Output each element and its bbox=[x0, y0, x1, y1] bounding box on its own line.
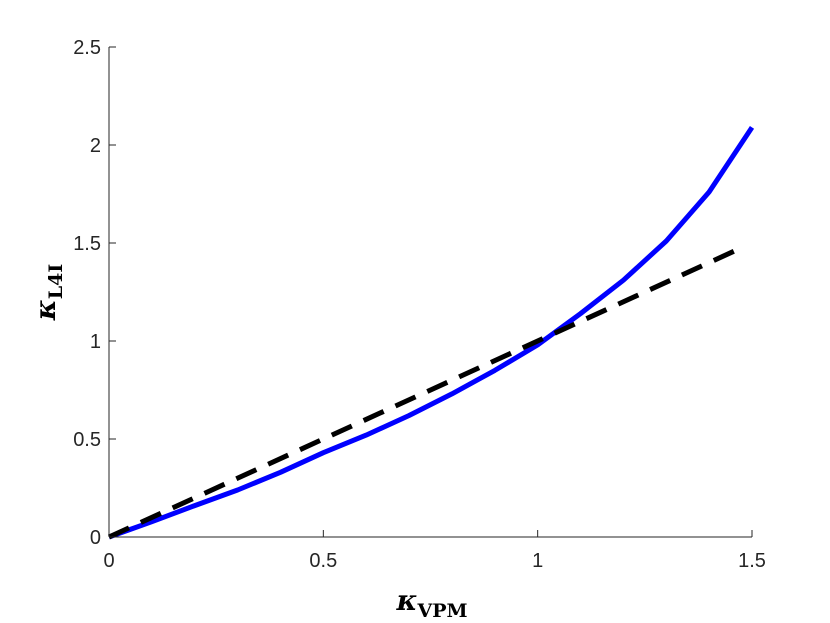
x-axis-label-subscript: VPM bbox=[416, 600, 467, 622]
y-tick-label: 2 bbox=[90, 135, 101, 157]
y-tick-label: 2.5 bbox=[73, 37, 101, 59]
y-axis-label: κL4I bbox=[29, 264, 67, 322]
x-tick-label: 1 bbox=[532, 550, 543, 572]
y-tick-label: 1 bbox=[90, 331, 101, 353]
x-ticks: 0 0.5 1 1.5 bbox=[103, 530, 766, 572]
x-tick-label: 1.5 bbox=[738, 550, 766, 572]
series-line-dashed bbox=[107, 246, 741, 540]
y-ticks: 0 0.5 1 1.5 2 2.5 bbox=[73, 37, 116, 549]
y-tick-label: 0.5 bbox=[73, 429, 101, 451]
axes bbox=[108, 47, 752, 538]
x-tick-label: 0 bbox=[103, 550, 114, 572]
y-tick-label: 0 bbox=[90, 527, 101, 549]
series-line-solid bbox=[108, 126, 755, 540]
x-tick-label: 0.5 bbox=[309, 550, 337, 572]
series-layer bbox=[107, 126, 755, 540]
x-axis-label-symbol: κ bbox=[395, 584, 417, 617]
y-tick-label: 1.5 bbox=[73, 233, 101, 255]
x-axis-label: κVPM bbox=[395, 584, 467, 622]
y-axis-label-symbol: κ bbox=[29, 299, 62, 321]
y-axis-label-subscript: L4I bbox=[45, 264, 67, 300]
